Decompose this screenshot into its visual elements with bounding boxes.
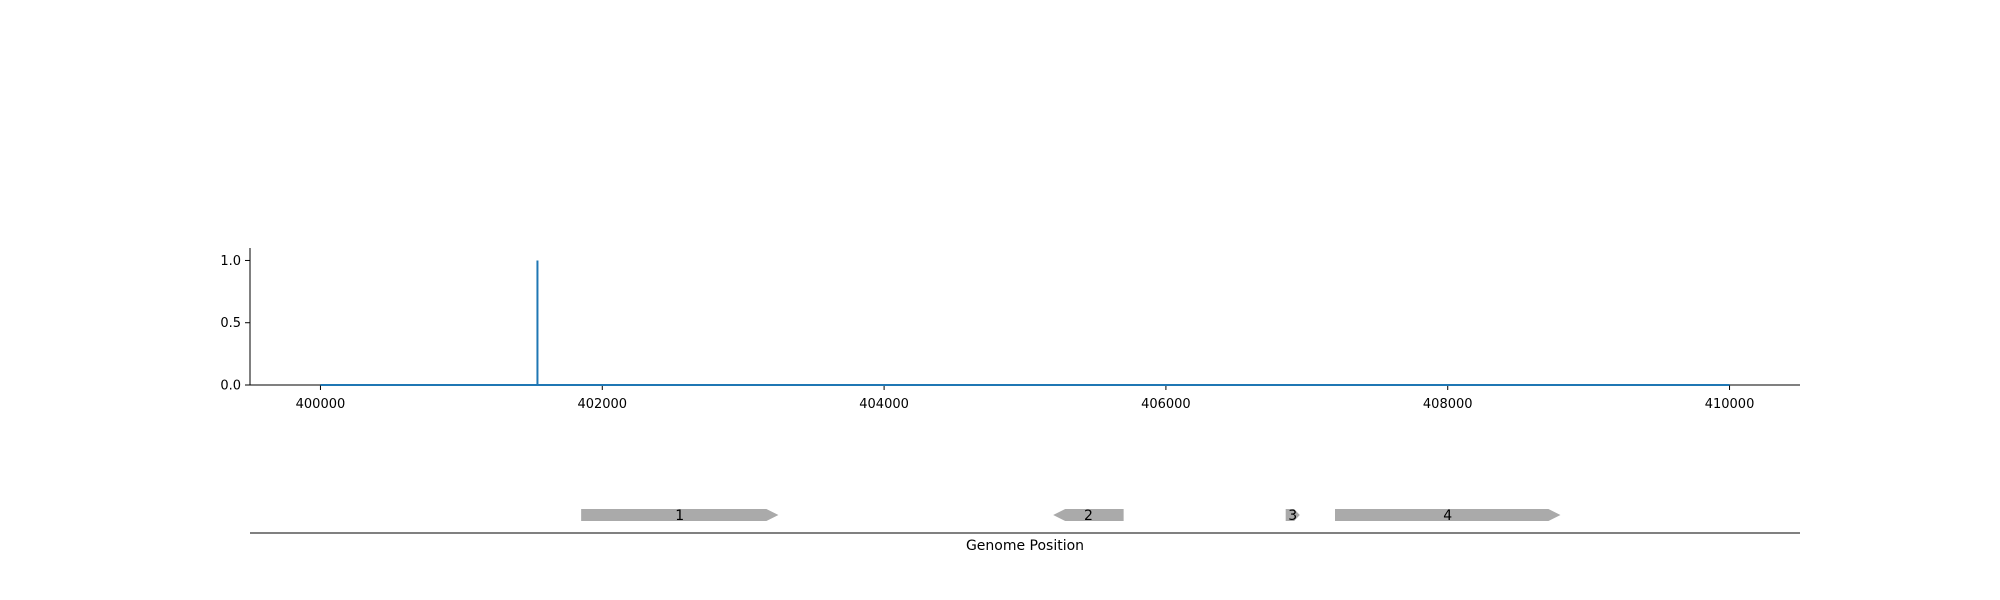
- gene-label-3: 3: [1288, 508, 1297, 524]
- gene-arrow-1: [581, 509, 779, 521]
- gene-arrow-3: [1285, 509, 1300, 521]
- x-tick-label: 402000: [577, 397, 627, 412]
- x-tick-label: 406000: [1141, 397, 1191, 412]
- gene-track-plot: 1 2 3 4: [250, 508, 1800, 534]
- gene-label-2: 2: [1084, 508, 1093, 524]
- x-tick-label: 410000: [1705, 397, 1755, 412]
- gene-label-1: 1: [675, 508, 684, 524]
- x-tick-label: 404000: [859, 397, 909, 412]
- coverage-series-line: [320, 260, 1730, 386]
- gene-label-4: 4: [1443, 508, 1452, 524]
- y-tick-label: 0.5: [220, 316, 241, 331]
- y-tick-label: 1.0: [220, 254, 241, 269]
- x-tick-label: 400000: [296, 397, 346, 412]
- gene-arrow-2: [1053, 509, 1124, 521]
- x-tick-label: 408000: [1423, 397, 1473, 412]
- coverage-plot: 0.0 0.5 1.0 400000 402000 404000 406000 408000 4…: [220, 248, 1800, 412]
- y-tick-label: 0.0: [220, 379, 241, 394]
- gene-arrow-4: [1335, 509, 1561, 521]
- x-axis-title: Genome Position: [966, 538, 1084, 554]
